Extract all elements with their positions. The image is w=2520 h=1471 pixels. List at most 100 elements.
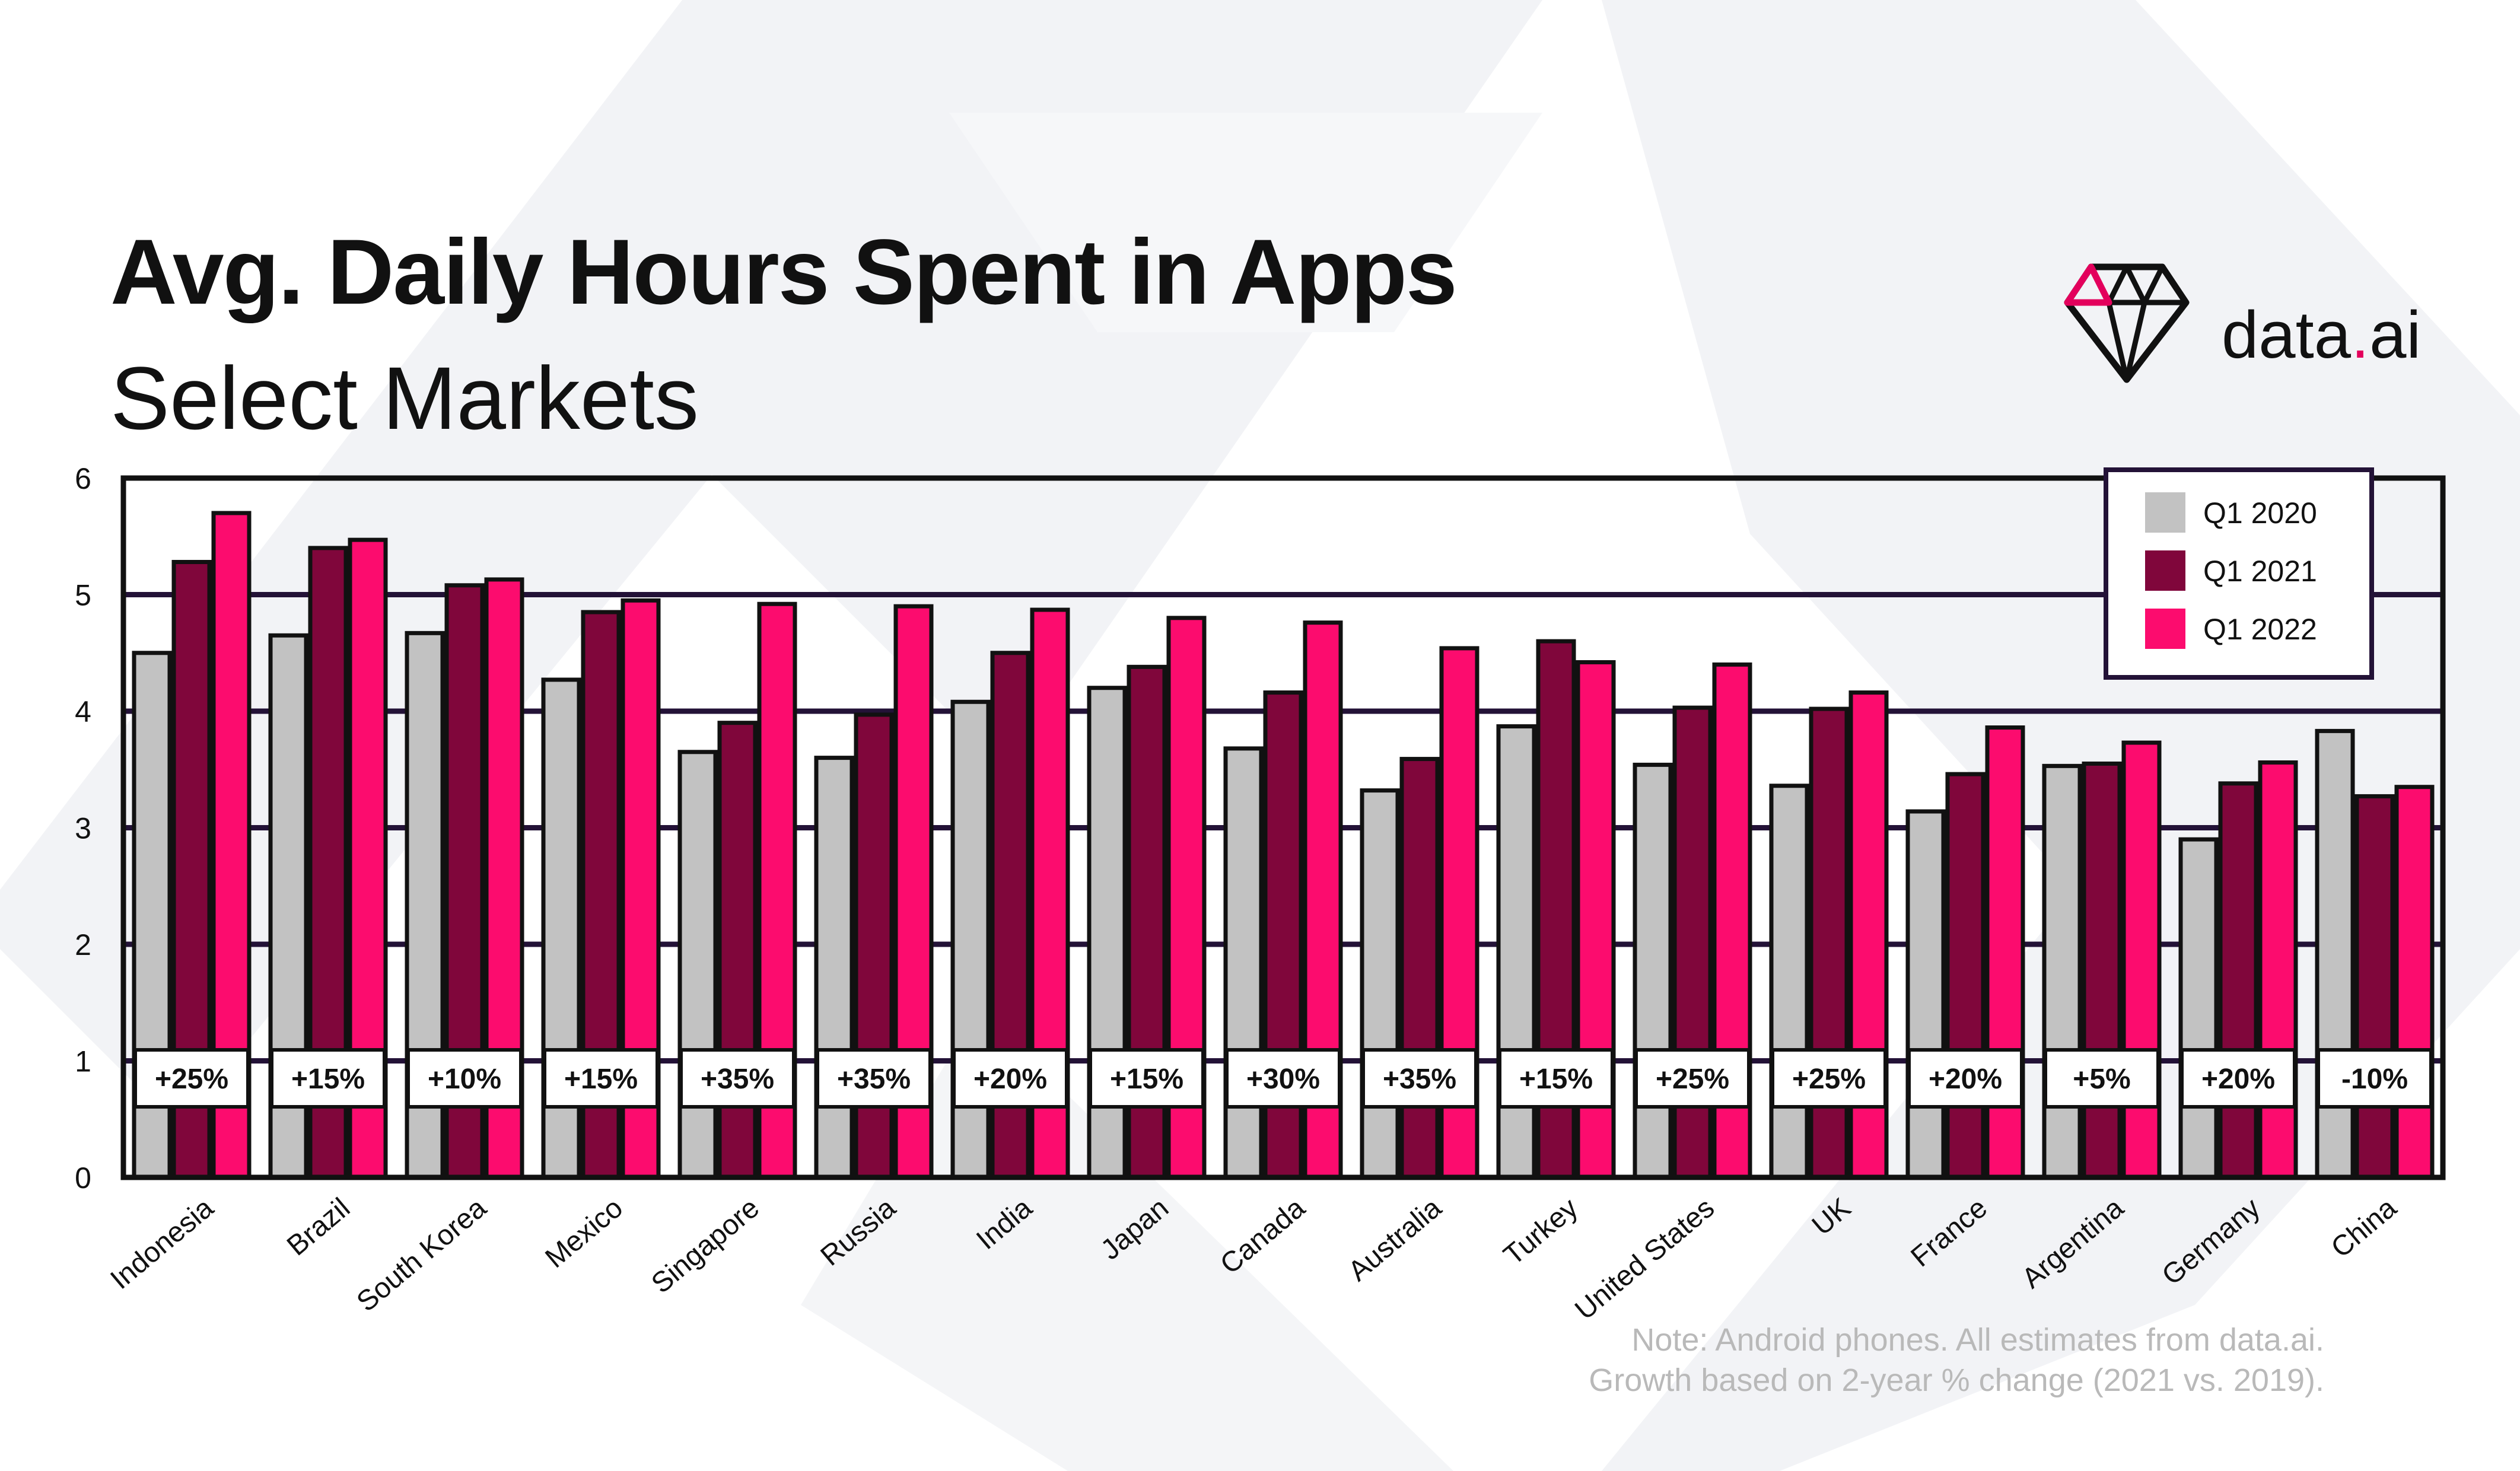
growth-labels: +25% +15% +10% +15% +35% +35% +20% +15% +30% +35%… [133, 1048, 2433, 1109]
legend-label: Q1 2021 [2203, 555, 2317, 588]
growth-label-box [2044, 1048, 2160, 1109]
growth-label-box [816, 1048, 932, 1109]
growth-label-box [543, 1048, 659, 1109]
growth-label-box [1907, 1048, 2023, 1109]
y-tick-label: 4 [75, 695, 91, 728]
growth-label: -10% [2341, 1064, 2408, 1095]
legend-label: Q1 2022 [2203, 613, 2317, 646]
bar [2218, 781, 2258, 1180]
growth-label-box [406, 1048, 523, 1109]
growth-label: +25% [1656, 1064, 1729, 1095]
growth-label: +35% [1383, 1064, 1456, 1095]
growth-label: +20% [2201, 1064, 2275, 1095]
x-tick-label: India [971, 1192, 1038, 1256]
growth-label-box [270, 1048, 386, 1109]
growth-label: +35% [701, 1064, 774, 1095]
x-tick-label: Turkey [1498, 1192, 1584, 1272]
growth-label-box [952, 1048, 1068, 1109]
bar [2315, 728, 2355, 1180]
diamond-icon [2064, 263, 2190, 383]
bar [2178, 837, 2219, 1180]
bar [677, 750, 718, 1180]
x-tick-label: Mexico [540, 1192, 629, 1274]
brand-name-dot: . [2350, 298, 2370, 372]
bar [717, 721, 758, 1180]
x-tick-label: South Korea [351, 1192, 493, 1318]
bar [2121, 740, 2162, 1180]
y-tick-label: 2 [75, 928, 91, 961]
x-tick-label: UK [1806, 1192, 1857, 1241]
growth-label: +25% [155, 1064, 228, 1095]
bar [2258, 760, 2298, 1180]
x-tick-label: Argentina [2016, 1192, 2130, 1295]
x-tick-label: China [2325, 1192, 2403, 1264]
x-tick-label: Indonesia [105, 1192, 220, 1296]
legend-swatch [2145, 550, 2185, 591]
plot-frame [120, 475, 2446, 1180]
bar [2394, 785, 2435, 1180]
bar [1399, 757, 1440, 1180]
growth-label-box [1225, 1048, 1341, 1109]
y-tick-label: 0 [75, 1161, 91, 1195]
growth-label: +15% [291, 1064, 365, 1095]
x-tick-label: Singapore [645, 1192, 765, 1300]
footnote-line-2: Growth based on 2-year % change (2021 vs… [1589, 1362, 2324, 1398]
brand-name-part2: ai [2369, 298, 2422, 372]
legend-label: Q1 2020 [2203, 496, 2317, 530]
growth-label-box [1771, 1048, 1887, 1109]
growth-label: +35% [837, 1064, 911, 1095]
bar [1633, 762, 1673, 1180]
brand-logo: data.ai [2058, 261, 2450, 397]
bar [814, 756, 854, 1180]
x-tick-label: Germany [2156, 1192, 2266, 1291]
growth-label: +25% [1792, 1064, 1866, 1095]
x-tick-label: Japan [1095, 1192, 1175, 1266]
y-tick-label: 6 [75, 462, 91, 495]
y-tick-label: 5 [75, 579, 91, 612]
x-tick-label: Brazil [281, 1192, 356, 1262]
growth-label-box [1634, 1048, 1751, 1109]
legend-swatch [2145, 609, 2185, 649]
growth-label-box [2317, 1048, 2433, 1109]
bar [1360, 788, 1400, 1180]
brand-name-part1: data [2222, 298, 2351, 372]
growth-label: +10% [428, 1064, 501, 1095]
bar [1769, 784, 1809, 1180]
growth-label-box [2180, 1048, 2296, 1109]
y-tick-label: 1 [75, 1045, 91, 1078]
growth-label: +30% [1246, 1064, 1320, 1095]
growth-label-box [1361, 1048, 1478, 1109]
x-tick-label: Canada [1214, 1192, 1311, 1281]
x-tick-label: Australia [1342, 1192, 1447, 1288]
growth-label: +20% [973, 1064, 1047, 1095]
plot-border [120, 475, 2446, 1180]
x-tick-label: United States [1569, 1192, 1720, 1326]
y-tick-label: 3 [75, 812, 91, 845]
growth-label-box [133, 1048, 250, 1109]
y-axis-ticks: 0 1 2 3 4 5 6 [75, 462, 91, 1195]
x-tick-label: Russia [815, 1192, 902, 1272]
bar [1985, 725, 2025, 1180]
growth-label: +20% [1929, 1064, 2002, 1095]
growth-label: +15% [1519, 1064, 1593, 1095]
bar [2082, 761, 2122, 1180]
growth-label: +5% [2073, 1064, 2130, 1095]
bar [1905, 809, 1946, 1180]
growth-label: +15% [564, 1064, 638, 1095]
chart-subtitle: Select Markets [110, 348, 699, 448]
bar [1223, 746, 1264, 1180]
footnote: Note: Android phones. All estimates from… [1589, 1320, 2324, 1400]
bar [2354, 794, 2395, 1180]
growth-label: +15% [1110, 1064, 1183, 1095]
bar [1496, 724, 1536, 1180]
bar [2042, 763, 2082, 1180]
growth-label-box [1498, 1048, 1614, 1109]
bar [1945, 772, 1986, 1180]
footnote-line-1: Note: Android phones. All estimates from… [1631, 1322, 2324, 1358]
brand-name: data.ai [2222, 297, 2421, 373]
growth-label-box [1089, 1048, 1205, 1109]
legend: Q1 2020 Q1 2021 Q1 2022 [2104, 467, 2374, 680]
growth-label-box [679, 1048, 796, 1109]
